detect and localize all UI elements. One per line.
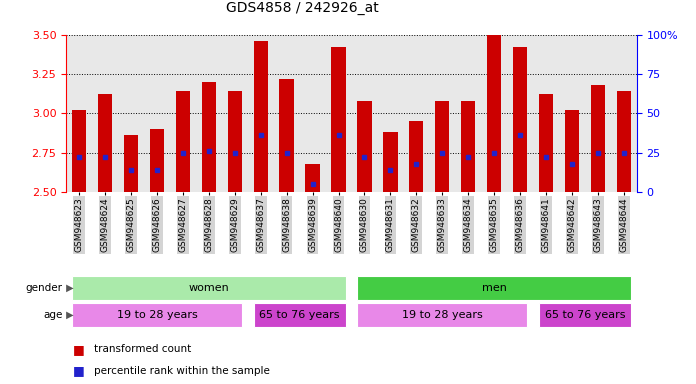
Text: ■: ■ (73, 364, 85, 377)
Text: 65 to 76 years: 65 to 76 years (545, 310, 625, 320)
Bar (487, 13, 501, 192)
Bar (591, 85, 605, 192)
Text: GDS4858 / 242926_at: GDS4858 / 242926_at (226, 2, 379, 15)
Bar (72, 276, 346, 300)
Bar (565, 110, 579, 192)
Bar (175, 91, 190, 192)
Bar (461, 101, 475, 192)
Text: 19 to 28 years: 19 to 28 years (116, 310, 197, 320)
Bar (202, 82, 216, 192)
Text: ■: ■ (73, 343, 85, 356)
Text: 65 to 76 years: 65 to 76 years (260, 310, 340, 320)
Text: ▶: ▶ (63, 283, 74, 293)
Bar (357, 101, 372, 192)
Bar (435, 101, 450, 192)
Bar (357, 276, 631, 300)
Bar (98, 94, 112, 192)
Bar (280, 79, 294, 192)
Bar (306, 164, 319, 192)
Text: percentile rank within the sample: percentile rank within the sample (94, 366, 270, 376)
Bar (150, 129, 164, 192)
Bar (357, 303, 528, 327)
Bar (617, 91, 631, 192)
Bar (253, 303, 346, 327)
Text: transformed count: transformed count (94, 344, 191, 354)
Bar (124, 135, 138, 192)
Text: 19 to 28 years: 19 to 28 years (402, 310, 482, 320)
Bar (513, 47, 528, 192)
Bar (228, 91, 242, 192)
Bar (72, 110, 86, 192)
Bar (72, 303, 242, 327)
Text: ▶: ▶ (63, 310, 74, 320)
Bar (253, 41, 268, 192)
Bar (409, 121, 423, 192)
Text: women: women (189, 283, 229, 293)
Text: men: men (482, 283, 507, 293)
Text: gender: gender (26, 283, 63, 293)
Bar (539, 94, 553, 192)
Text: age: age (43, 310, 63, 320)
Bar (331, 47, 346, 192)
Bar (539, 303, 631, 327)
Bar (383, 132, 397, 192)
